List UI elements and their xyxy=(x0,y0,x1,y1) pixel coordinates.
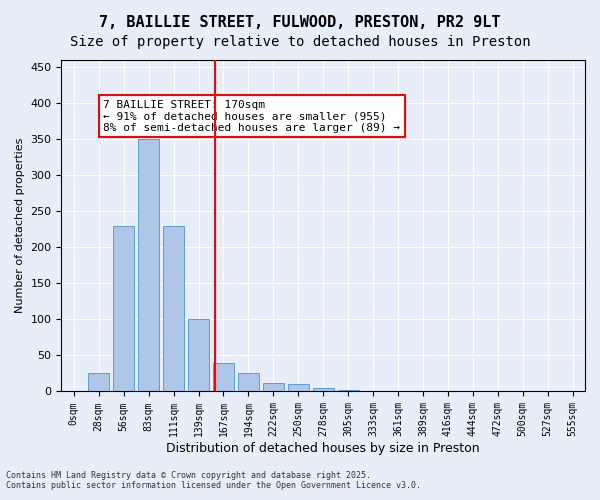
Bar xyxy=(313,388,334,392)
Text: 7 BAILLIE STREET: 170sqm
← 91% of detached houses are smaller (955)
8% of semi-d: 7 BAILLIE STREET: 170sqm ← 91% of detach… xyxy=(103,100,400,133)
Text: Size of property relative to detached houses in Preston: Size of property relative to detached ho… xyxy=(70,35,530,49)
Bar xyxy=(138,140,159,392)
Bar xyxy=(113,226,134,392)
Bar xyxy=(287,384,309,392)
Bar xyxy=(437,391,458,392)
Y-axis label: Number of detached properties: Number of detached properties xyxy=(15,138,25,314)
Bar xyxy=(338,390,359,392)
Bar xyxy=(188,320,209,392)
X-axis label: Distribution of detached houses by size in Preston: Distribution of detached houses by size … xyxy=(166,442,480,455)
Bar xyxy=(88,374,109,392)
Text: Contains HM Land Registry data © Crown copyright and database right 2025.
Contai: Contains HM Land Registry data © Crown c… xyxy=(6,470,421,490)
Text: 7, BAILLIE STREET, FULWOOD, PRESTON, PR2 9LT: 7, BAILLIE STREET, FULWOOD, PRESTON, PR2… xyxy=(99,15,501,30)
Bar xyxy=(238,374,259,392)
Bar xyxy=(263,383,284,392)
Bar xyxy=(562,391,583,392)
Bar xyxy=(213,362,234,392)
Bar xyxy=(163,226,184,392)
